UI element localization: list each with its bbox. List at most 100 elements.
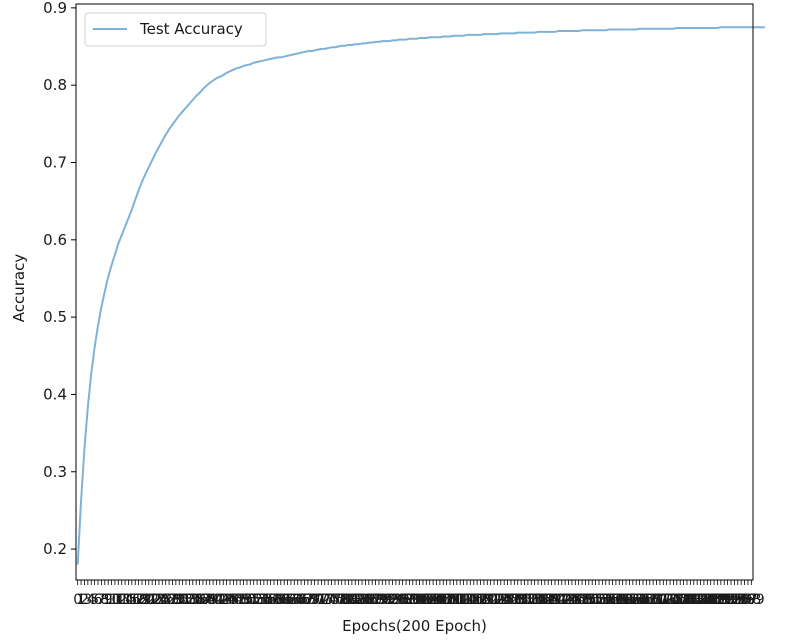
x-tick-label: 91: [377, 592, 395, 608]
x-tick-label: 46: [224, 592, 242, 608]
x-tick-label: 32: [177, 592, 195, 608]
y-axis-label: Accuracy: [10, 254, 28, 323]
x-tick-label: 193: [718, 592, 745, 608]
x-tick-label: 155: [589, 592, 616, 608]
x-tick-label: 105: [420, 592, 447, 608]
x-tick-label: 56: [258, 592, 276, 608]
x-tick-label: 73: [316, 592, 334, 608]
x-tick-label: 26: [157, 592, 175, 608]
x-axis-ticks: 0123456789101112131415161718192021222324…: [73, 580, 765, 608]
x-tick-label: 41: [208, 592, 226, 608]
x-tick-label: 14: [116, 592, 134, 608]
x-tick-label: 152: [579, 592, 606, 608]
x-tick-label: 35: [187, 592, 205, 608]
x-tick-label: 48: [231, 592, 249, 608]
x-tick-label: 129: [501, 592, 528, 608]
x-tick-label: 115: [454, 592, 481, 608]
x-tick-label: 174: [653, 592, 680, 608]
x-tick-label: 119: [467, 592, 494, 608]
x-tick-label: 86: [360, 592, 378, 608]
x-tick-label: 67: [296, 592, 314, 608]
x-tick-label: 104: [416, 592, 443, 608]
x-tick-label: 180: [674, 592, 701, 608]
x-tick-label: 153: [582, 592, 609, 608]
x-tick-label: 195: [724, 592, 751, 608]
x-tick-label: 64: [285, 592, 303, 608]
x-tick-label: 71: [309, 592, 327, 608]
x-tick-label: 118: [464, 592, 491, 608]
x-tick-label: 77: [329, 592, 347, 608]
x-tick-label: 66: [292, 592, 310, 608]
x-tick-label: 84: [353, 592, 371, 608]
x-tick-label: 130: [504, 592, 531, 608]
x-tick-label: 144: [552, 592, 579, 608]
x-tick-label: 171: [643, 592, 670, 608]
x-tick-label: 114: [450, 592, 477, 608]
x-tick-label: 154: [586, 592, 613, 608]
series-layer: [76, 26, 765, 565]
x-tick-label: 54: [252, 592, 270, 608]
x-tick-label: 23: [147, 592, 165, 608]
x-tick-label: 37: [194, 592, 212, 608]
x-tick-label: 157: [596, 592, 623, 608]
x-tick-label: 22: [143, 592, 161, 608]
x-tick-label: 39: [201, 592, 219, 608]
x-tick-label: 81: [343, 592, 361, 608]
x-tick-label: 131: [508, 592, 535, 608]
x-tick-label: 106: [423, 592, 450, 608]
x-tick-label: 95: [390, 592, 408, 608]
x-tick-label: 94: [387, 592, 405, 608]
x-tick-label: 59: [268, 592, 286, 608]
x-tick-label: 172: [647, 592, 674, 608]
x-tick-label: 80: [340, 592, 358, 608]
x-tick-label: 109: [433, 592, 460, 608]
x-tick-label: 132: [511, 592, 538, 608]
x-tick-label: 82: [346, 592, 364, 608]
x-tick-label: 18: [130, 592, 148, 608]
y-tick-label: 0.9: [43, 0, 67, 17]
x-tick-label: 140: [538, 592, 565, 608]
x-tick-label: 53: [248, 592, 266, 608]
x-tick-label: 110: [437, 592, 464, 608]
y-tick-label: 0.2: [43, 540, 67, 558]
x-tick-label: 112: [443, 592, 470, 608]
x-tick-label: 176: [660, 592, 687, 608]
x-tick-label: 159: [603, 592, 630, 608]
x-tick-label: 72: [312, 592, 330, 608]
x-tick-label: 93: [384, 592, 402, 608]
x-tick-label: 188: [701, 592, 728, 608]
x-tick-label: 122: [477, 592, 504, 608]
legend[interactable]: Test Accuracy: [84, 12, 267, 47]
x-tick-label: 179: [670, 592, 697, 608]
x-tick-label: 19: [133, 592, 151, 608]
x-tick-label: 1: [77, 592, 86, 608]
y-tick-label: 0.8: [43, 76, 67, 94]
x-tick-label: 85: [357, 592, 375, 608]
y-axis-ticks: 0.2 0.3 0.4 0.5 0.6 0.7 0.8 0.9: [43, 0, 76, 558]
x-tick-label: 89: [370, 592, 388, 608]
x-tick-label: 63: [282, 592, 300, 608]
x-tick-label: 2: [80, 592, 89, 608]
x-tick-label: 92: [380, 592, 398, 608]
x-tick-label: 55: [255, 592, 273, 608]
legend-box: [84, 12, 267, 47]
x-tick-label: 8: [100, 592, 109, 608]
x-tick-label: 43: [214, 592, 232, 608]
x-tick-label: 134: [518, 592, 545, 608]
x-tick-label: 190: [707, 592, 734, 608]
x-tick-label: 165: [623, 592, 650, 608]
y-tick-label: 0.7: [43, 153, 67, 171]
x-tick-label: 31: [174, 592, 192, 608]
x-tick-label: 13: [113, 592, 131, 608]
x-tick-label: 166: [626, 592, 653, 608]
x-tick-label: 30: [170, 592, 188, 608]
x-tick-label: 27: [160, 592, 178, 608]
x-tick-label: 42: [211, 592, 229, 608]
x-tick-label: 0: [73, 592, 82, 608]
x-tick-label: 74: [319, 592, 337, 608]
x-tick-label: 113: [447, 592, 474, 608]
x-tick-label: 4: [87, 592, 96, 608]
x-tick-label: 177: [663, 592, 690, 608]
